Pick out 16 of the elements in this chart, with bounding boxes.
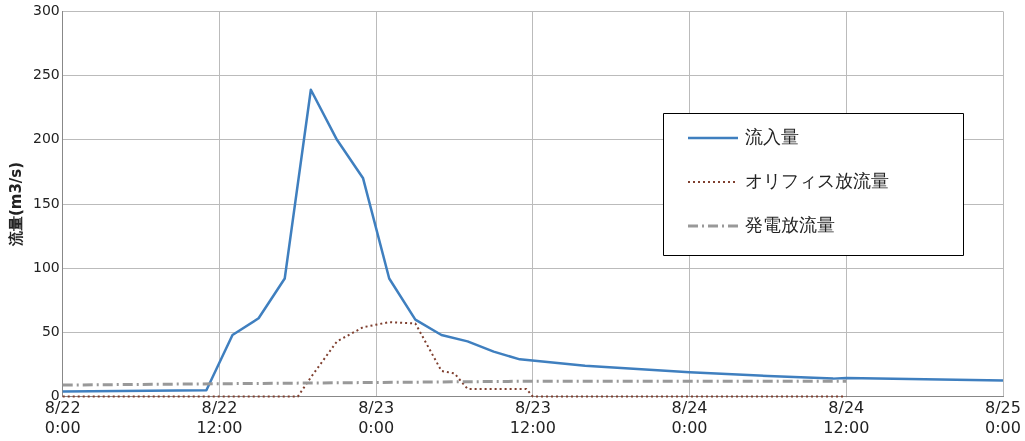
y-tick-label: 50 [41,323,60,340]
legend-label: 流入量 [745,125,799,147]
y-tick-label: 250 [32,66,60,83]
x-tick-label: 8/25 0:00 [985,398,1021,437]
legend-label: オリフィス放流量 [745,169,889,191]
x-tick-label: 8/22 12:00 [196,398,243,437]
legend-label: 発電放流量 [745,213,835,235]
x-tick-label: 8/23 0:00 [358,398,395,437]
y-tick-label: 100 [32,258,60,275]
y-tick-label: 150 [32,194,60,211]
y-tick-label: 300 [32,2,60,19]
y-axis-title: 流量(m3/s) [6,161,25,248]
y-tick-label: 200 [32,130,60,147]
x-tick-label: 8/23 12:00 [509,398,556,437]
x-tick-label: 8/24 12:00 [823,398,870,437]
x-tick-label: 8/24 0:00 [671,398,708,437]
